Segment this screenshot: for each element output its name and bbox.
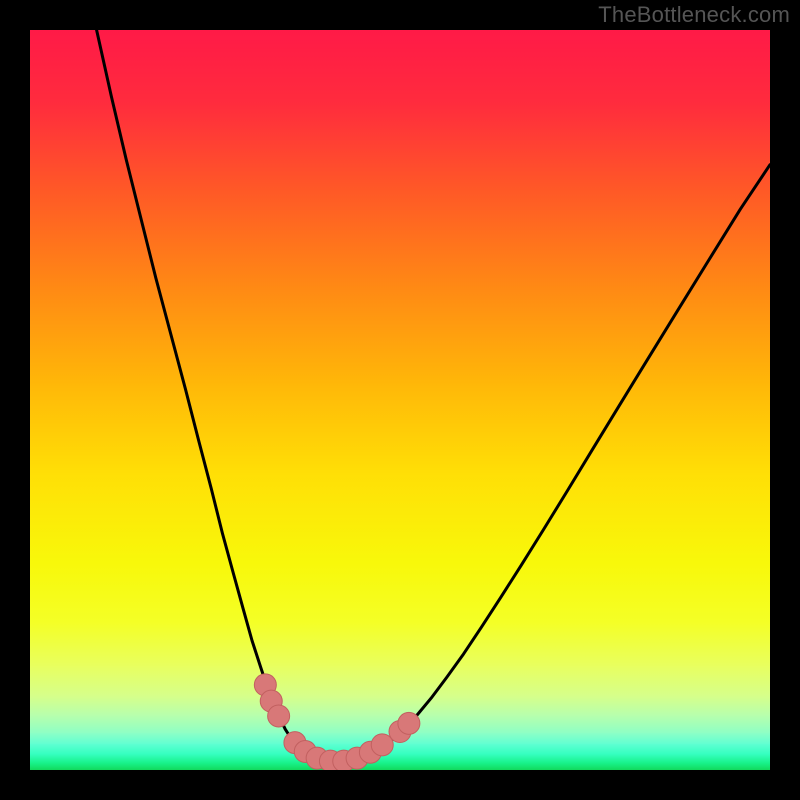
watermark-text: TheBottleneck.com [598,2,790,28]
chart-markers-group [254,674,420,770]
chart-overlay-svg [30,30,770,770]
chart-marker [398,712,420,734]
chart-plot-area [30,30,770,770]
chart-marker [371,734,393,756]
chart-curve [97,30,770,763]
chart-marker [268,705,290,727]
